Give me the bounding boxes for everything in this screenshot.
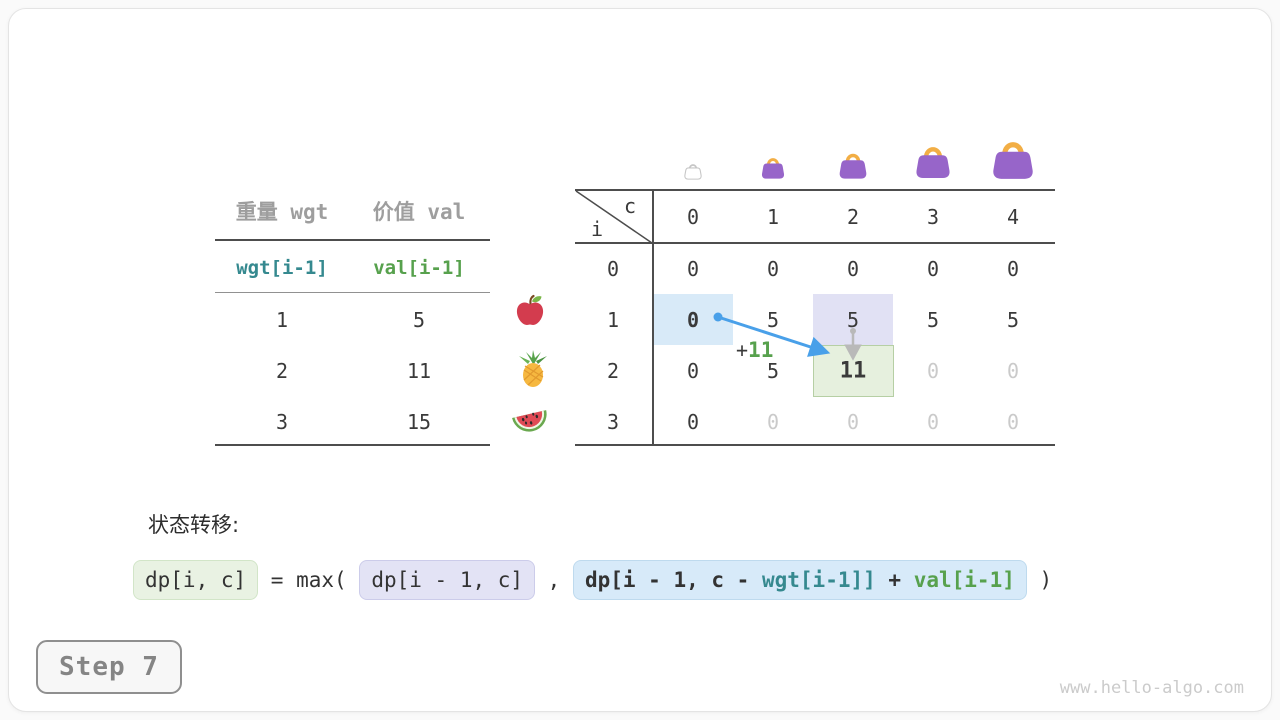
formula-arg2-prefix: dp[i - 1, c - [584,568,762,592]
formula-arg2-wgt: wgt[i-1]] [761,568,876,592]
dp-row-header-0: 0 [606,257,620,281]
bag-xlarge-icon [988,135,1038,185]
dp-cell-3-2: 0 [846,410,860,434]
bag-large-icon [912,141,954,184]
dp-col-header-0: 0 [686,205,700,229]
dp-col-header-2: 2 [846,205,860,229]
dp-cell-1-0: 0 [686,308,700,332]
dp-cell-0-2: 0 [846,257,860,281]
watermelon-icon [510,402,550,442]
formula-arg1-chip: dp[i - 1, c] [359,560,536,600]
dp-cell-1-4: 5 [1006,308,1020,332]
formula-arg2-chip: dp[i - 1, c - wgt[i-1]] + val[i-1] [572,560,1027,600]
item-2-value: 11 [406,359,432,383]
dp-row-header-1: 1 [606,308,620,332]
items-table-rule-bottom [215,444,490,446]
dp-table-rule-top [575,189,1055,191]
formula-close-paren: ) [1026,568,1053,592]
formula-lhs-chip: dp[i, c] [133,560,259,600]
dp-cell-1-1: 5 [766,308,780,332]
dp-col-header-1: 1 [766,205,780,229]
item-1-weight: 1 [275,308,289,332]
items-table-rule-mid [215,292,490,293]
items-col-header-weight: 重量 wgt [235,200,329,224]
dp-cell-2-2: 11 [839,358,867,384]
dp-cell-3-0: 0 [686,410,700,434]
dp-corner-label-i: i [590,217,604,241]
dp-table-rule-header [575,242,1055,244]
item-3-value: 15 [406,410,432,434]
dp-cell-2-1: 5 [766,359,780,383]
dp-cell-3-3: 0 [926,410,940,434]
dp-cell-1-2: 5 [846,308,860,332]
formula-equals: = [258,568,297,592]
state-transition-formula: dp[i, c] = max( dp[i - 1, c] , dp[i - 1,… [133,560,1052,600]
formula-arg2-plus: + [875,568,914,592]
formula-max-open: max( [296,568,360,592]
dp-cell-3-4: 0 [1006,410,1020,434]
bag-medium-icon [836,149,870,184]
figure-card [8,8,1272,712]
added-value: 11 [748,338,774,362]
dp-cell-1-3: 5 [926,308,940,332]
watermark: www.hello-algo.com [1059,678,1244,698]
dp-corner-label-c: c [623,194,637,218]
dp-cell-3-1: 0 [766,410,780,434]
items-col-header-value: 价值 val [372,200,466,224]
dp-cell-0-4: 0 [1006,257,1020,281]
dp-cell-2-0: 0 [686,359,700,383]
dp-cell-0-0: 0 [686,257,700,281]
dp-cell-0-1: 0 [766,257,780,281]
item-2-weight: 2 [275,359,289,383]
bag-small-icon [759,154,787,184]
dp-cell-2-3: 0 [926,359,940,383]
apple-icon [512,293,548,333]
items-index-val: val[i-1] [373,257,465,279]
pineapple-icon [516,349,550,393]
dp-col-header-3: 3 [926,205,940,229]
item-1-value: 5 [412,308,426,332]
dp-row-header-2: 2 [606,359,620,383]
formula-arg2-val: val[i-1] [913,568,1015,592]
transfer-value-label: +11 [736,338,773,362]
items-table-rule-top [215,239,490,241]
dp-row-header-3: 3 [606,410,620,434]
plus-sign: + [736,338,749,362]
formula-comma: , [535,568,573,592]
dp-table-rule-bottom [575,444,1055,446]
dp-table-rule-vertical [652,190,654,445]
dp-cell-2-4: 0 [1006,359,1020,383]
dp-cell-0-3: 0 [926,257,940,281]
items-index-wgt: wgt[i-1] [236,257,328,279]
dp-col-header-4: 4 [1006,205,1020,229]
step-badge-label: Step 7 [59,652,159,682]
item-3-weight: 3 [275,410,289,434]
formula-heading: 状态转移: [148,513,240,537]
empty-bag-icon [683,161,704,184]
step-badge: Step 7 [36,640,182,694]
